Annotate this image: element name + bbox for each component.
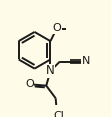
- Text: O: O: [25, 79, 34, 89]
- Text: O: O: [52, 23, 61, 33]
- Text: N: N: [46, 64, 55, 77]
- Text: N: N: [82, 56, 90, 66]
- Text: Cl: Cl: [53, 111, 64, 117]
